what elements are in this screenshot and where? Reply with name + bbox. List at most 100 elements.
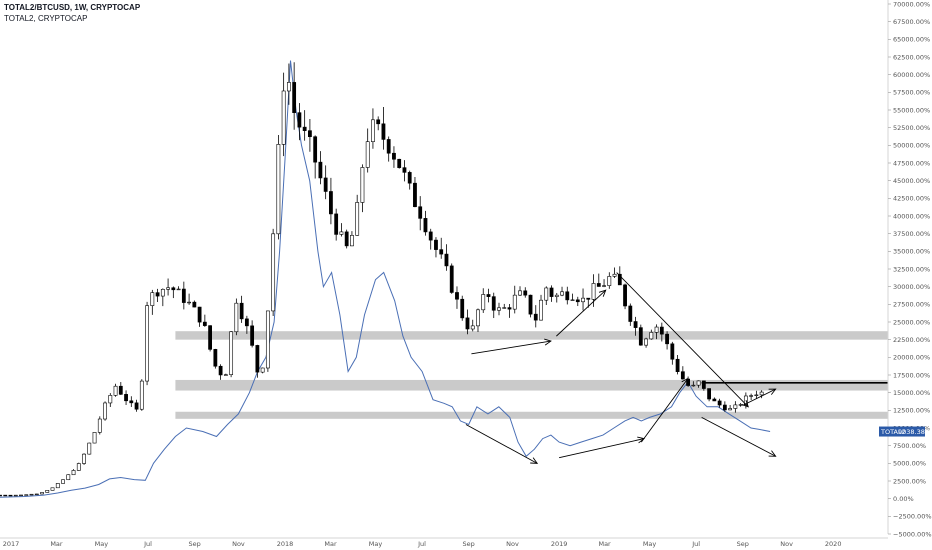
x-tick-label: Nov	[232, 540, 245, 548]
candle-down	[675, 358, 680, 372]
x-tick-label: 2017	[3, 540, 20, 548]
overlay-series	[0, 60, 771, 498]
candle-down	[413, 182, 417, 208]
candle-down	[197, 306, 202, 323]
candle-down	[334, 213, 339, 235]
candle-up	[40, 492, 44, 495]
candle-down	[171, 287, 176, 291]
candle-up	[82, 453, 86, 464]
candle-down	[392, 152, 396, 160]
candle-down	[575, 299, 580, 303]
candle-up	[108, 395, 113, 404]
candle-down	[665, 333, 669, 345]
x-tick-label: Mar	[324, 540, 337, 548]
candle-down	[722, 404, 727, 411]
candle-down	[701, 380, 706, 389]
candle-down	[439, 249, 444, 255]
candle-up	[654, 326, 659, 333]
trend-arrow	[742, 388, 776, 406]
candle-down	[318, 161, 323, 179]
y-tick-label: 40000.00%	[893, 212, 930, 220]
candle-up	[649, 332, 654, 340]
candle-down	[0, 494, 2, 497]
candle-down	[213, 349, 218, 367]
candle-down	[402, 167, 407, 173]
trend-arrow	[701, 417, 776, 457]
candle-up	[350, 235, 354, 247]
candle-up	[29, 493, 34, 496]
candle-down	[313, 136, 318, 163]
candle-up	[103, 402, 107, 420]
x-tick-label: May	[643, 540, 657, 548]
last-value-tag	[879, 426, 925, 437]
candle-down	[423, 218, 428, 233]
candle-up	[612, 273, 617, 277]
candle-down	[218, 365, 223, 376]
candle-up	[539, 299, 543, 321]
candle-up	[55, 483, 60, 489]
candle-up	[87, 442, 92, 455]
y-tick-label: 37500.00%	[893, 230, 930, 238]
candle-down	[707, 388, 712, 400]
candle-down	[434, 239, 438, 250]
candle-down	[623, 284, 627, 307]
y-tick-label: 22500.00%	[893, 336, 930, 344]
candle-down	[596, 283, 601, 287]
arrow-head	[768, 450, 777, 457]
candle-down	[507, 307, 512, 310]
candle-down	[638, 327, 643, 346]
support-zone	[175, 379, 918, 391]
y-tick-label: 15000.00%	[893, 389, 930, 397]
trend-arrow	[465, 424, 538, 464]
candle-up	[286, 82, 291, 92]
candle-down	[712, 398, 717, 402]
candle-up	[644, 338, 648, 346]
y-tick-label: 47500.00%	[893, 159, 930, 167]
candle-up	[24, 494, 29, 496]
candle-down	[680, 371, 685, 380]
support-zone	[175, 411, 918, 419]
y-tick-label: 27500.00%	[893, 301, 930, 309]
y-tick-label: −2500.00%	[893, 513, 932, 521]
candle-up	[223, 374, 228, 376]
candle-down	[528, 294, 533, 315]
y-tick-label: 52500.00%	[893, 124, 930, 132]
trend-arrow	[559, 438, 645, 459]
candle-down	[486, 294, 491, 297]
y-tick-label: 50000.00%	[893, 142, 930, 150]
candle-up	[139, 380, 144, 410]
drawings	[465, 272, 928, 464]
candle-up	[160, 288, 165, 297]
candle-up	[45, 490, 50, 493]
candle-up	[602, 285, 606, 287]
y-tick-label: 35000.00%	[893, 248, 930, 256]
candle-up	[234, 302, 239, 333]
candle-up	[497, 307, 501, 311]
y-tick-label: 25000.00%	[893, 318, 930, 326]
y-tick-label: 17500.00%	[893, 371, 930, 379]
candle-down	[659, 326, 664, 335]
candle-up	[691, 384, 696, 387]
candle-down	[449, 265, 454, 293]
x-tick-label: Nov	[780, 540, 793, 548]
y-tick-label: 70000.00%	[893, 0, 930, 8]
arrow-head	[598, 289, 607, 297]
x-tick-label: Jul	[143, 540, 152, 548]
trend-arrow	[556, 289, 607, 337]
candle-down	[344, 231, 349, 247]
candle-down	[376, 119, 381, 125]
candle-up	[591, 283, 596, 300]
candle-up	[271, 233, 276, 312]
candle-up	[518, 290, 522, 296]
candle-down	[586, 297, 591, 300]
candle-down	[565, 291, 570, 301]
candle-up	[339, 231, 344, 235]
candle-down	[155, 292, 160, 297]
candle-down	[523, 290, 528, 296]
candle-up	[476, 309, 480, 327]
last-value-label: 9038.38%	[898, 428, 931, 436]
candle-down	[192, 301, 197, 308]
candle-up	[512, 294, 517, 310]
